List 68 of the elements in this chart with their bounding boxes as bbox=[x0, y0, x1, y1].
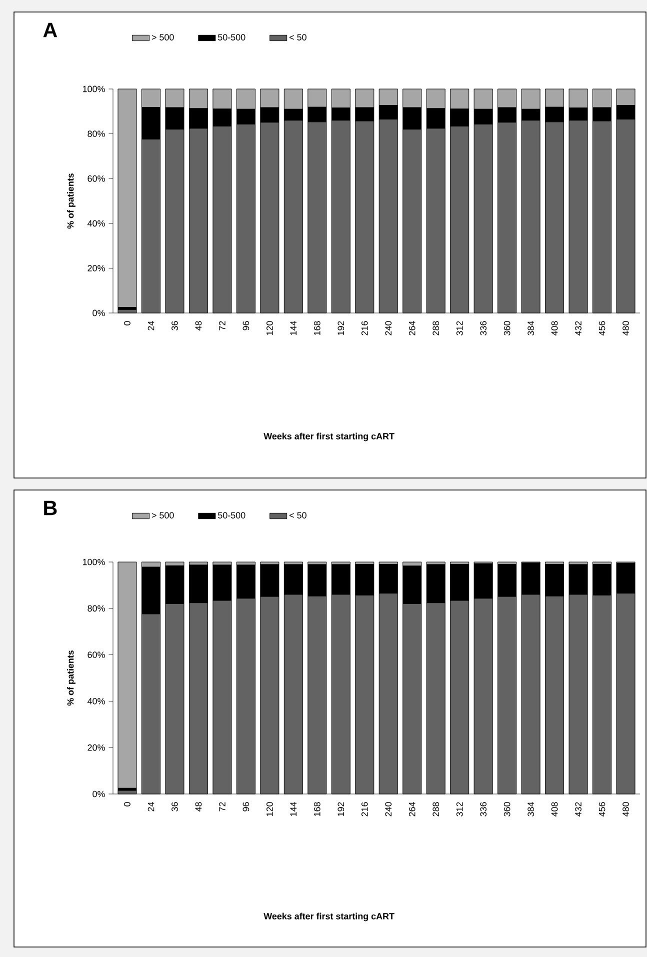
x-tick-label: 48 bbox=[195, 802, 202, 812]
legend-label: > 500 bbox=[152, 512, 174, 518]
x-tick-label: 456 bbox=[598, 321, 606, 336]
x-tick-label: 480 bbox=[622, 321, 629, 336]
x-tick-label: 384 bbox=[528, 321, 534, 336]
y-tick-label: 40% bbox=[87, 698, 105, 704]
y-tick-label: 20% bbox=[88, 265, 105, 272]
x-tick-label: 264 bbox=[408, 802, 416, 816]
chart-title: B bbox=[44, 500, 57, 516]
x-tick-label: 360 bbox=[504, 321, 510, 336]
y-tick-label: 100% bbox=[82, 86, 105, 92]
x-tick-label: 240 bbox=[385, 321, 392, 336]
x-tick-label: 312 bbox=[456, 802, 463, 816]
x-tick-label: 168 bbox=[314, 802, 320, 816]
x-tick-label: 168 bbox=[314, 321, 320, 336]
x-tick-label: 360 bbox=[504, 802, 510, 816]
y-tick-label: 100% bbox=[82, 558, 105, 566]
x-tick-label: 96 bbox=[242, 802, 250, 812]
y-tick-label: 80% bbox=[88, 130, 105, 137]
y-axis-title: % of patients bbox=[67, 650, 76, 706]
x-tick-label: 0 bbox=[124, 802, 130, 806]
x-tick-label: 72 bbox=[219, 321, 226, 330]
y-tick-label: 20% bbox=[88, 744, 105, 751]
x-tick-label: 384 bbox=[528, 802, 534, 816]
x-tick-label: 216 bbox=[361, 321, 368, 336]
x-axis-title: Weeks after first starting cART bbox=[264, 912, 394, 922]
x-tick-label: 408 bbox=[551, 321, 558, 336]
x-tick-label: 192 bbox=[338, 802, 344, 816]
x-tick-label: 312 bbox=[456, 321, 463, 336]
x-tick-label: 336 bbox=[480, 802, 487, 816]
x-tick-label: 288 bbox=[432, 802, 440, 816]
x-tick-label: 144 bbox=[290, 321, 296, 336]
x-tick-label: 36 bbox=[172, 321, 178, 330]
x-tick-label: 24 bbox=[148, 802, 154, 812]
x-tick-label: 120 bbox=[266, 802, 273, 816]
legend-label: 50-500 bbox=[218, 34, 246, 40]
x-tick-label: 120 bbox=[266, 321, 273, 336]
y-tick-label: 0% bbox=[92, 310, 105, 316]
chart-title: A bbox=[43, 22, 58, 38]
x-tick-label: 0 bbox=[124, 321, 130, 326]
x-tick-label: 336 bbox=[480, 321, 487, 336]
x-tick-label: 480 bbox=[622, 802, 629, 817]
x-tick-label: 408 bbox=[551, 802, 558, 817]
x-tick-label: 264 bbox=[408, 321, 416, 336]
y-tick-label: 60% bbox=[88, 652, 105, 658]
x-tick-label: 240 bbox=[385, 802, 392, 816]
y-tick-label: 60% bbox=[88, 175, 105, 182]
x-tick-label: 144 bbox=[290, 802, 296, 816]
x-axis-title: Weeks after first starting cART bbox=[264, 432, 394, 442]
x-tick-label: 288 bbox=[432, 321, 440, 336]
legend-label: < 50 bbox=[290, 512, 306, 518]
x-tick-label: 96 bbox=[242, 321, 250, 330]
x-tick-label: 36 bbox=[172, 802, 178, 812]
x-tick-label: 432 bbox=[575, 321, 582, 336]
x-tick-label: 456 bbox=[598, 802, 606, 817]
x-tick-label: 216 bbox=[361, 802, 368, 816]
y-axis-title: % of patients bbox=[67, 173, 76, 229]
x-tick-label: 48 bbox=[195, 321, 202, 331]
x-tick-label: 432 bbox=[575, 802, 582, 817]
y-tick-label: 0% bbox=[92, 790, 105, 798]
x-tick-label: 24 bbox=[148, 321, 154, 330]
x-tick-label: 192 bbox=[338, 321, 344, 336]
legend-label: > 500 bbox=[152, 34, 174, 40]
legend-label: < 50 bbox=[290, 34, 306, 40]
y-tick-label: 40% bbox=[87, 220, 105, 227]
x-tick-label: 72 bbox=[219, 802, 226, 812]
y-tick-label: 80% bbox=[88, 605, 105, 612]
legend-label: 50-500 bbox=[218, 512, 246, 518]
